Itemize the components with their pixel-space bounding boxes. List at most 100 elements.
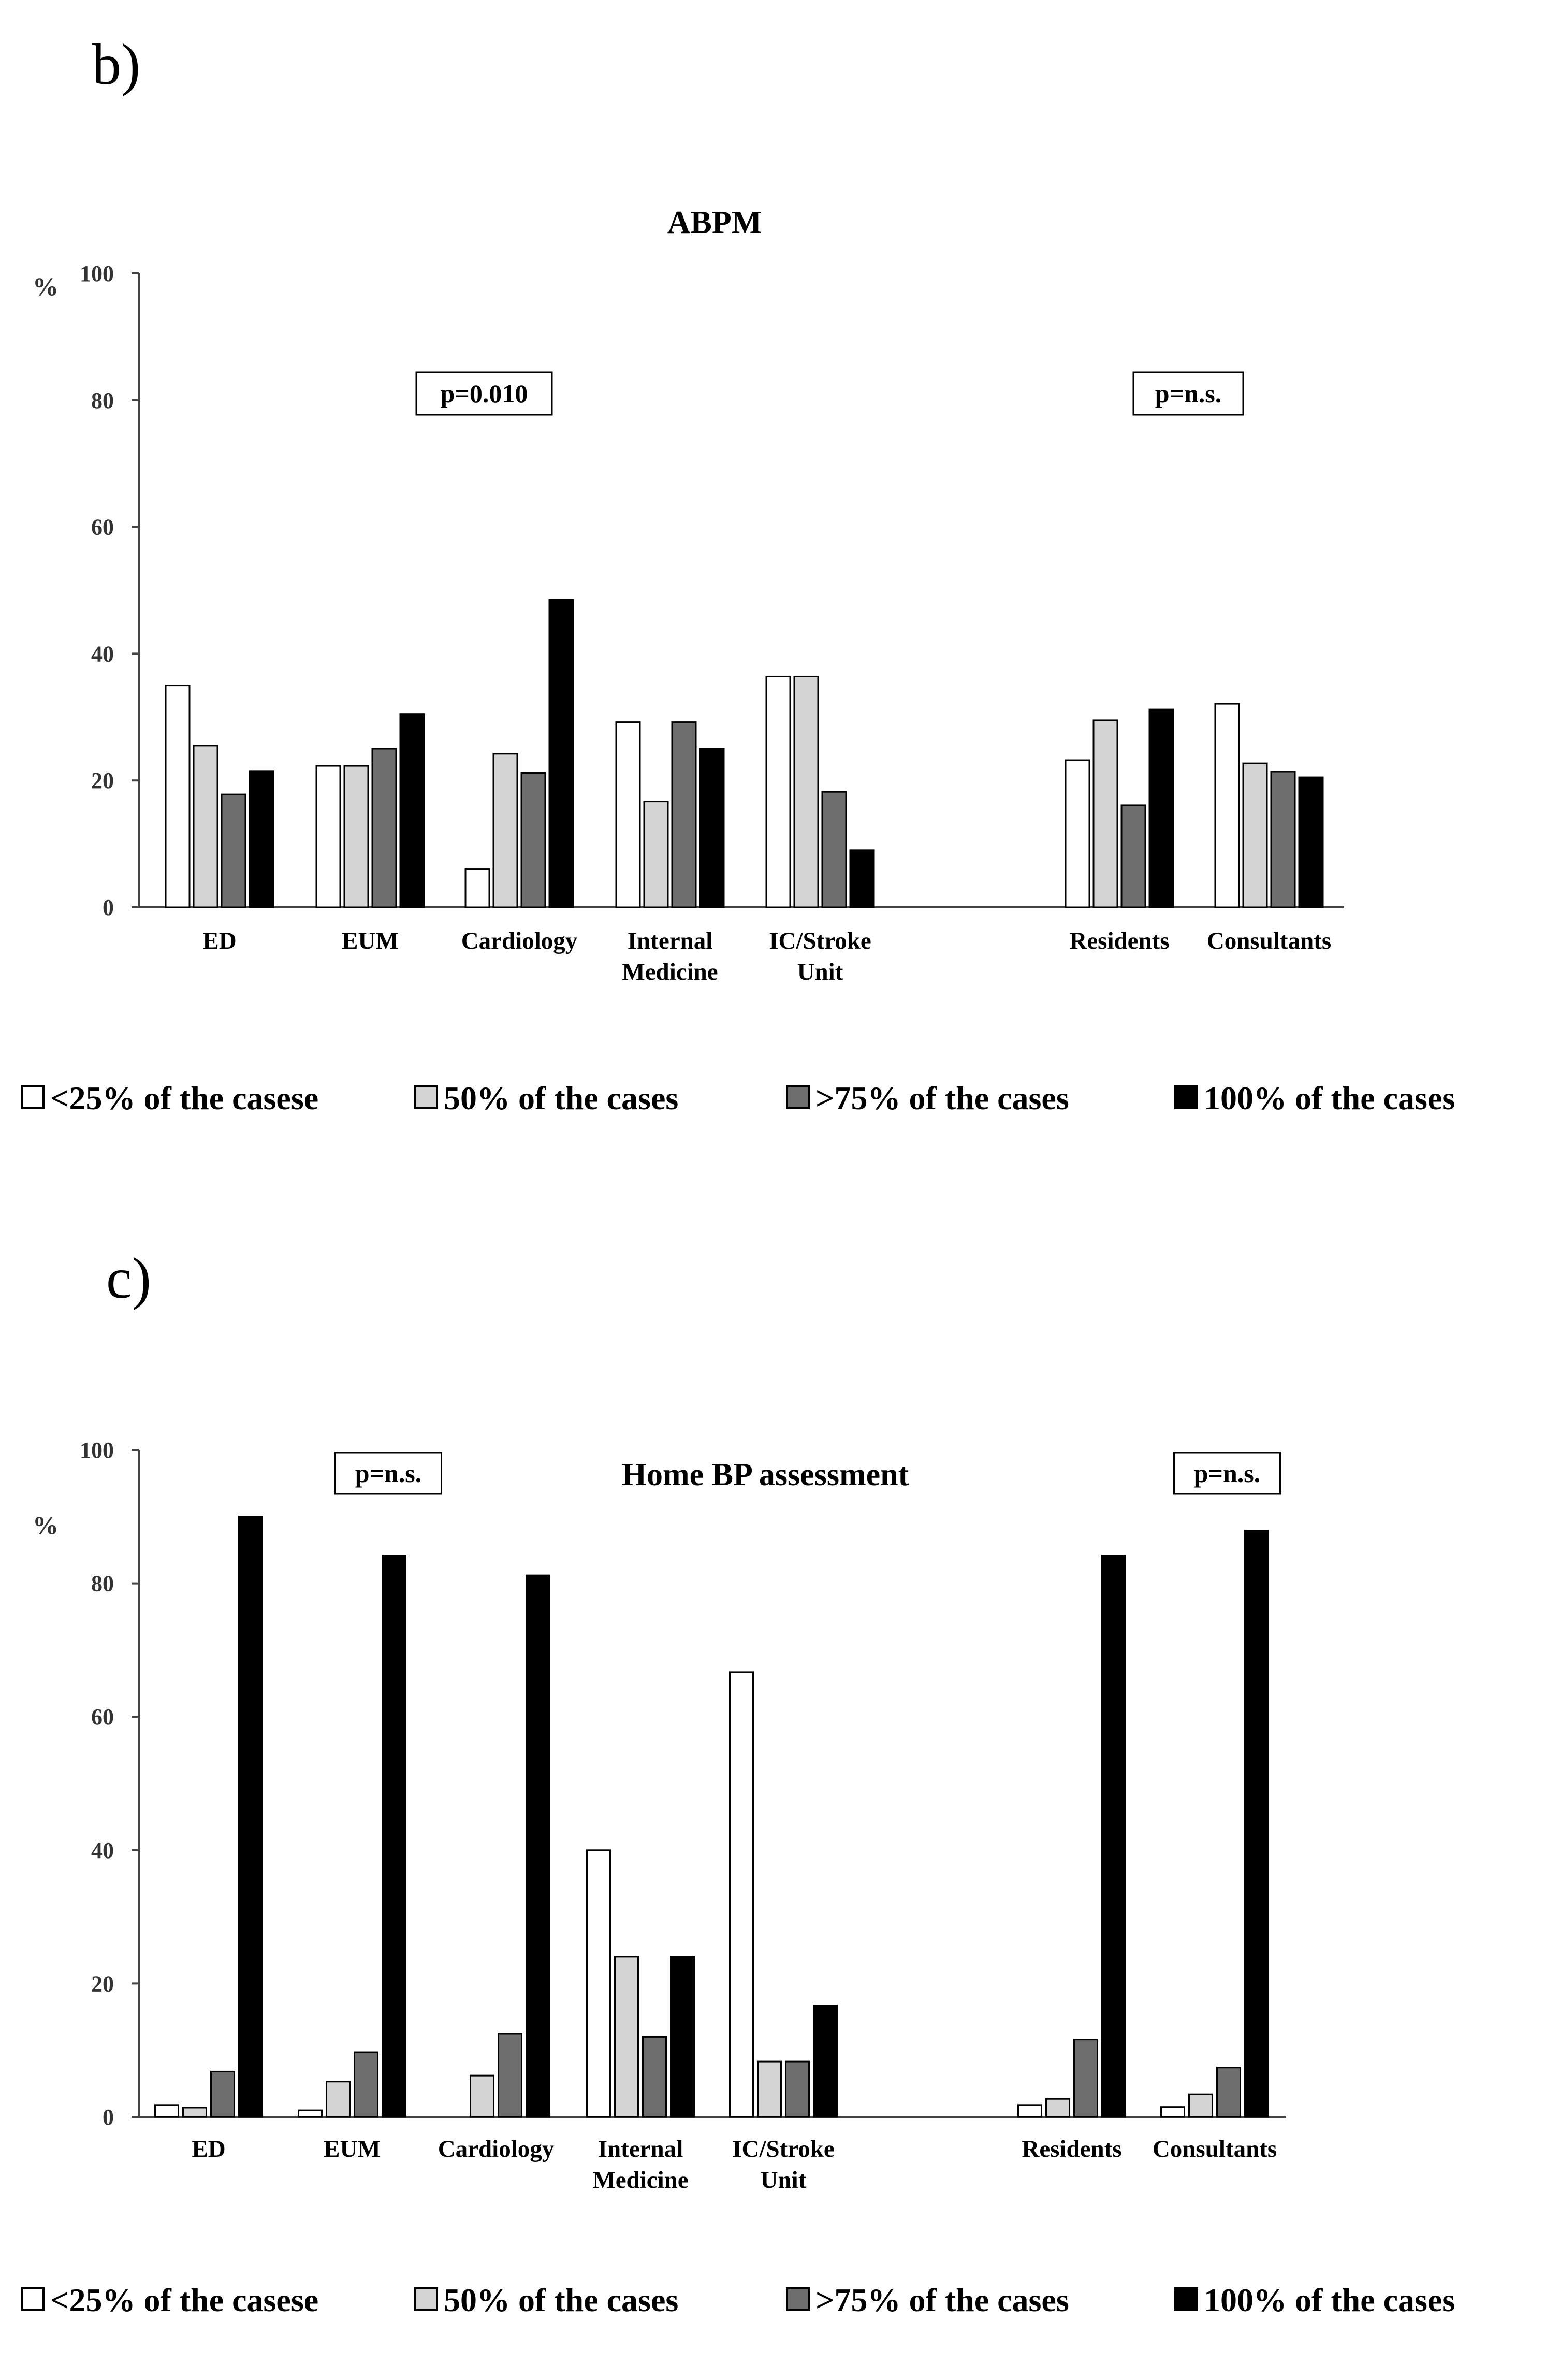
y-axis-unit-label: %	[33, 272, 59, 301]
bar	[1045, 2098, 1070, 2118]
bar	[765, 675, 791, 908]
p-value-label: p=n.s.	[355, 1459, 422, 1488]
panel-label: b)	[92, 33, 140, 97]
x-category-label: Residents	[1022, 2136, 1121, 2163]
legend-entry: <25% of the casese	[50, 2282, 318, 2318]
bar	[1188, 2093, 1213, 2118]
x-category-label: Cardiology	[438, 2136, 555, 2163]
x-category-label: IC/Stroke	[769, 927, 871, 954]
legend-swatch	[21, 2287, 45, 2311]
bar	[671, 721, 697, 908]
bar	[670, 1956, 695, 2118]
y-tick-label: 100	[80, 261, 114, 286]
x-category-label: Internal	[598, 2136, 683, 2163]
bar	[210, 2070, 235, 2118]
legend-swatch	[786, 2287, 810, 2311]
x-category-label: Residents	[1069, 927, 1169, 954]
bar	[642, 2036, 667, 2118]
x-category-label: Consultants	[1207, 927, 1331, 954]
x-category-label: IC/Stroke	[732, 2136, 835, 2163]
chart-panel-c: c) Home BP assessment% 0 20 40 60 80 100 ED EUM Ca…	[21, 1246, 1455, 2318]
y-tick-label: 0	[103, 2105, 114, 2130]
bar	[1242, 762, 1268, 908]
bar	[298, 2109, 323, 2118]
legend-entry: >75% of the cases	[815, 1080, 1069, 1116]
bar	[1065, 759, 1090, 908]
bar	[614, 1956, 639, 2118]
y-tick-label: 0	[103, 895, 114, 920]
y-tick-label: 40	[91, 1838, 114, 1863]
p-value-box	[415, 371, 553, 416]
bar	[526, 1574, 550, 2118]
legend-entry: >75% of the cases	[815, 2282, 1069, 2318]
bar	[315, 765, 341, 908]
legend-entry: 50% of the cases	[444, 2282, 678, 2318]
bar	[729, 1671, 754, 2118]
chart-panel-b: b) ABPM% 0 20 40 60 80 100 ED EUM Cardiology Intern…	[21, 33, 1455, 1116]
y-tick-label: 60	[91, 1704, 114, 1730]
x-category-label: Medicine	[592, 2167, 688, 2194]
y-tick-label: 80	[91, 1571, 114, 1597]
x-category-label: Medicine	[622, 959, 718, 985]
legend-swatch	[1174, 2287, 1198, 2311]
x-category-label: EUM	[324, 2136, 381, 2163]
legend-swatch	[786, 1085, 810, 1109]
bar	[757, 2060, 782, 2118]
bar	[615, 721, 641, 908]
bar	[193, 745, 218, 908]
legend-entry: 50% of the cases	[444, 1080, 678, 1116]
bar	[492, 753, 518, 908]
bar	[813, 2005, 838, 2118]
legend-swatch	[414, 1085, 438, 1109]
legend-entry: <25% of the casese	[50, 1080, 318, 1116]
y-tick-label: 80	[91, 388, 114, 413]
bar	[154, 2104, 179, 2118]
x-category-label: ED	[202, 927, 236, 954]
bar	[785, 2060, 810, 2118]
y-tick-label: 60	[91, 515, 114, 540]
p-value-box	[334, 1452, 442, 1495]
panel-label: c)	[106, 1246, 151, 1311]
x-category-label: ED	[192, 2136, 225, 2163]
bar	[1214, 703, 1240, 908]
y-tick-label: 100	[80, 1438, 114, 1463]
bar	[1017, 2104, 1042, 2118]
bar	[326, 2081, 351, 2118]
bar	[165, 685, 191, 908]
legend: <25% of the casese 50% of the cases >75% o…	[21, 1080, 1455, 1116]
bar	[1298, 776, 1324, 908]
bar	[520, 772, 546, 908]
y-tick-label: 20	[91, 768, 114, 793]
bar	[849, 849, 875, 908]
x-category-label: Internal	[628, 927, 713, 954]
y-axis-unit-label: %	[33, 1511, 59, 1540]
bar	[221, 793, 246, 908]
p-value-box	[1173, 1452, 1281, 1495]
x-category-label: Unit	[797, 959, 843, 985]
bar	[793, 675, 819, 908]
chart-title: ABPM	[667, 205, 762, 240]
legend-entry: 100% of the cases	[1204, 2282, 1455, 2318]
bar	[354, 2051, 378, 2118]
bar	[399, 713, 425, 908]
bar	[1120, 804, 1146, 908]
bar	[1270, 771, 1296, 908]
x-category-label: Cardiology	[461, 927, 578, 954]
p-value-label: p=n.s.	[1194, 1459, 1261, 1488]
bar	[464, 868, 490, 908]
x-category-label: Consultants	[1153, 2136, 1277, 2163]
bar	[371, 748, 397, 908]
bar	[699, 748, 725, 908]
bar	[249, 770, 274, 908]
bar	[548, 599, 574, 908]
bar	[1148, 708, 1174, 908]
x-category-label: Unit	[761, 2167, 807, 2194]
p-value-box	[1132, 371, 1244, 416]
bar	[382, 1555, 406, 2118]
bar	[1073, 2039, 1098, 2118]
y-tick-label: 40	[91, 641, 114, 666]
bar	[1160, 2106, 1185, 2118]
bar	[343, 765, 369, 908]
bar	[643, 801, 669, 908]
